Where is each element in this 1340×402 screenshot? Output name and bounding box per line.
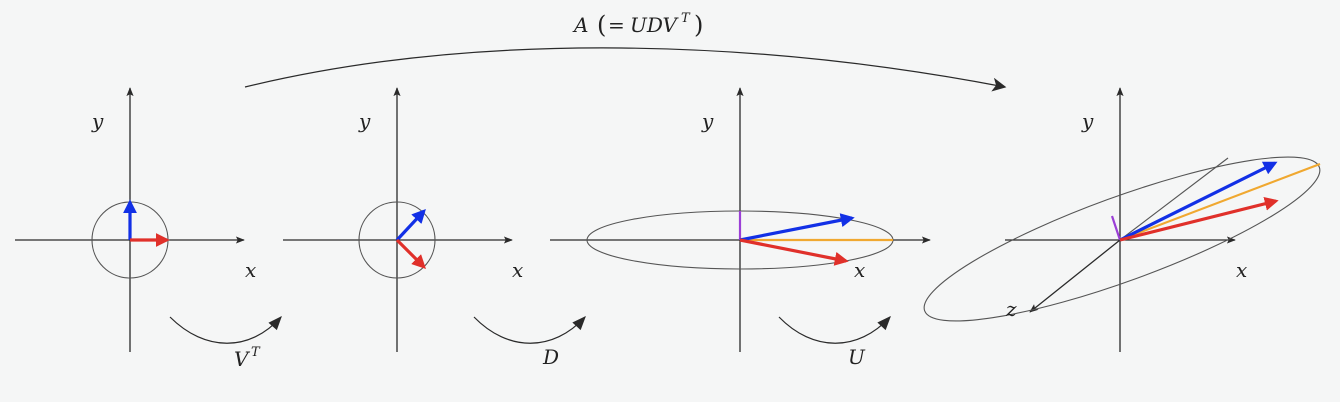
red-vector [395,238,426,269]
x-label: x [245,258,256,282]
x-label: x [512,258,523,282]
panel-3: y x [550,87,931,352]
transform-d-label: D [542,345,559,369]
transform-d: D [473,315,586,369]
transform-vt-arrow [169,315,282,344]
semi-major-axis [1119,162,1321,242]
transform-u-arrow [778,315,891,344]
transform-vt-label: V [234,347,251,371]
transform-vt: V T [169,315,282,371]
y-label: y [701,109,714,133]
title-sup: T [681,11,691,26]
x-label: x [854,258,865,282]
transform-vt-sup: T [251,345,261,360]
red-vector [739,238,849,266]
y-label: y [1081,109,1094,133]
panel-4: y x z [923,87,1321,352]
transform-u: U [778,315,891,369]
y-label: y [358,109,371,133]
unit-circle [358,201,436,279]
panel-1: y x [15,87,256,352]
title-prefix: A [572,13,588,37]
z-axis-back [1119,157,1229,241]
blue-vector [739,213,855,242]
semi-minor-axis [1110,215,1122,241]
composite-transform-label: A ( = UDV T ) [572,11,703,39]
transform-d-arrow [473,315,586,344]
y-label: y [91,109,104,133]
x-label: x [1236,258,1247,282]
ellipse [923,156,1321,322]
title-open-paren: ( [597,11,606,39]
panel-2: y x [283,87,523,352]
title-body: UDV [630,13,680,37]
composite-transform-arrow [244,47,1007,92]
z-axis [1029,239,1121,313]
title-equals: = [608,13,625,37]
red-vector [1119,196,1279,242]
blue-vector [395,208,426,242]
title-close-paren: ) [694,11,703,39]
transform-u-label: U [848,345,866,369]
z-label: z [1005,297,1017,321]
blue-vector [1119,161,1278,242]
